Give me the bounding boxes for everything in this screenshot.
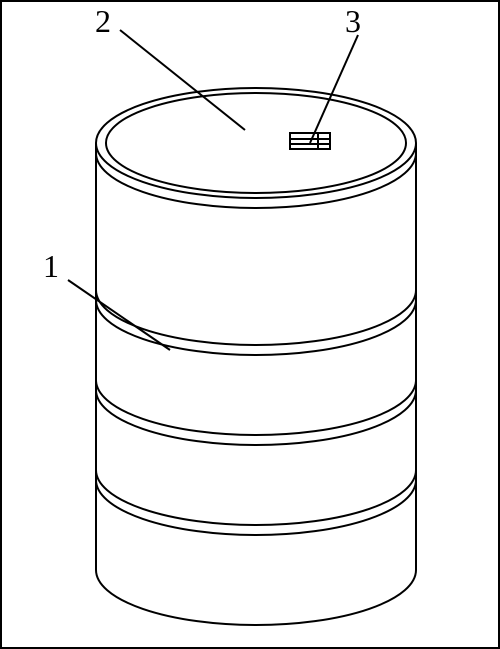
label-1: 1: [43, 248, 59, 285]
label-3: 3: [345, 3, 361, 40]
ring-2-top: [96, 380, 416, 435]
ring-3-bottom: [96, 480, 416, 535]
ring-2-bottom: [96, 390, 416, 445]
lid-inner: [106, 93, 406, 193]
leader-1: [68, 280, 170, 350]
cylinder-bottom: [96, 570, 416, 625]
ring-1-top: [96, 290, 416, 345]
ring-1-bottom: [96, 300, 416, 355]
label-2: 2: [95, 3, 111, 40]
technical-diagram: [0, 0, 500, 649]
ring-3-top: [96, 470, 416, 525]
